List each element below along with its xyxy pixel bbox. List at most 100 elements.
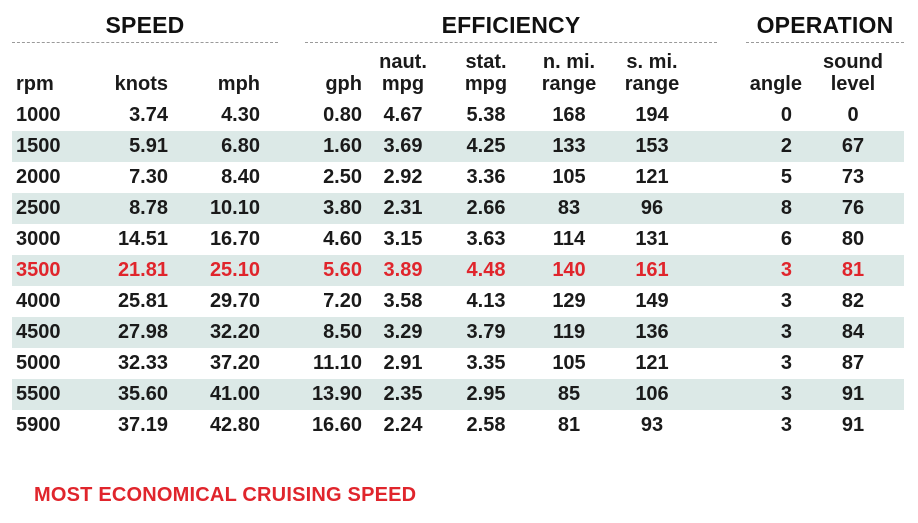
header-knots: knots	[114, 73, 168, 95]
cell-rpm: 3000	[16, 228, 61, 250]
cell-sound-level: 80	[841, 228, 865, 250]
cell-nmi-range: 105	[552, 352, 586, 374]
header-rpm: rpm	[16, 73, 54, 95]
cell-sound-level: 67	[802, 131, 904, 162]
cell-naut-mpg: 2.35	[362, 379, 444, 410]
cell-knots: 3.74	[129, 104, 168, 126]
cell-sound-level: 87	[841, 352, 865, 374]
cell-sound-level: 81	[802, 255, 904, 286]
cell-rpm: 5900	[16, 414, 61, 436]
cell-gph: 1.60	[260, 131, 362, 162]
cell-mph: 4.30	[221, 104, 260, 126]
group-rule-operation	[746, 42, 904, 43]
table-row: 1000 3.74 4.30 0.80 4.67 5.38 168 194 0 0	[12, 100, 904, 131]
cell-gph: 11.10	[313, 352, 362, 374]
cell-naut-mpg: 3.69	[362, 131, 444, 162]
cell-angle: 3	[780, 352, 792, 374]
cell-rpm: 4500	[12, 317, 80, 348]
table-row: 1500 5.91 6.80 1.60 3.69 4.25 133 153 2 67	[12, 131, 904, 162]
header-smi-range: s. mi. range	[624, 51, 680, 95]
cell-rpm: 3500	[12, 255, 80, 286]
group-rule-efficiency	[305, 42, 717, 43]
performance-table: rpm knots mph gph naut. mpg stat. mpg n. m…	[12, 48, 904, 441]
cell-rpm: 1500	[12, 131, 80, 162]
cell-knots: 21.81	[80, 255, 168, 286]
cell-stat-mpg: 2.66	[444, 193, 528, 224]
footnote-most-economical: MOST ECONOMICAL CRUISING SPEED	[34, 484, 417, 506]
cell-angle: 2	[694, 131, 802, 162]
cell-nmi-range: 129	[552, 290, 586, 312]
cell-smi-range: 121	[635, 352, 669, 374]
cell-rpm: 5000	[16, 352, 61, 374]
cell-sound-level: 91	[841, 414, 865, 436]
table-row: 5000 32.33 37.20 11.10 2.91 3.35 105 121 3 87	[12, 348, 904, 379]
cell-stat-mpg: 2.58	[466, 414, 506, 436]
table-body: 1000 3.74 4.30 0.80 4.67 5.38 168 194 0 0 1500 5.91…	[12, 100, 904, 441]
cell-smi-range: 136	[610, 317, 694, 348]
cell-mph: 6.80	[168, 131, 260, 162]
cell-sound-level: 76	[802, 193, 904, 224]
cell-stat-mpg: 5.38	[466, 104, 506, 126]
header-gph: gph	[325, 73, 362, 95]
cell-nmi-range: 133	[528, 131, 610, 162]
cell-stat-mpg: 4.13	[466, 290, 506, 312]
cell-mph: 29.70	[209, 290, 260, 312]
cell-rpm: 2500	[12, 193, 80, 224]
table-row: 5900 37.19 42.80 16.60 2.24 2.58 81 93 3 91	[12, 410, 904, 441]
cell-sound-level: 82	[841, 290, 865, 312]
cell-smi-range: 131	[635, 228, 669, 250]
cell-angle: 6	[780, 228, 792, 250]
cell-rpm: 2000	[16, 166, 61, 188]
cell-mph: 37.20	[209, 352, 260, 374]
cell-rpm: 1000	[16, 104, 61, 126]
cell-nmi-range: 83	[528, 193, 610, 224]
table-row: 2500 8.78 10.10 3.80 2.31 2.66 83 96 8 76	[12, 193, 904, 224]
cell-nmi-range: 114	[552, 228, 586, 250]
cell-nmi-range: 81	[557, 414, 581, 436]
cell-angle: 5	[780, 166, 792, 188]
cell-stat-mpg: 4.48	[444, 255, 528, 286]
cell-naut-mpg: 3.58	[383, 290, 423, 312]
cell-sound-level: 84	[802, 317, 904, 348]
cell-stat-mpg: 4.25	[444, 131, 528, 162]
cell-nmi-range: 85	[528, 379, 610, 410]
cell-angle: 0	[780, 104, 792, 126]
cell-gph: 13.90	[260, 379, 362, 410]
group-title-efficiency: EFFICIENCY	[441, 12, 581, 38]
table-row: 4500 27.98 32.20 8.50 3.29 3.79 119 136 3 84	[12, 317, 904, 348]
cell-nmi-range: 168	[552, 104, 586, 126]
cell-nmi-range: 119	[528, 317, 610, 348]
table-row: 3500 21.81 25.10 5.60 3.89 4.48 140 161 3 81	[12, 255, 904, 286]
cell-nmi-range: 140	[528, 255, 610, 286]
cell-smi-range: 121	[635, 166, 669, 188]
table-row: 2000 7.30 8.40 2.50 2.92 3.36 105 121 5 73	[12, 162, 904, 193]
cell-naut-mpg: 2.31	[362, 193, 444, 224]
cell-knots: 37.19	[117, 414, 168, 436]
cell-naut-mpg: 2.24	[383, 414, 423, 436]
cell-gph: 4.60	[323, 228, 362, 250]
cell-naut-mpg: 3.29	[362, 317, 444, 348]
table-row: 4000 25.81 29.70 7.20 3.58 4.13 129 149 3 82	[12, 286, 904, 317]
cell-sound-level: 91	[802, 379, 904, 410]
cell-smi-range: 153	[610, 131, 694, 162]
cell-rpm: 5500	[12, 379, 80, 410]
cell-mph: 32.20	[168, 317, 260, 348]
cell-mph: 16.70	[209, 228, 260, 250]
cell-gph: 16.60	[311, 414, 362, 436]
header-naut-mpg: naut. mpg	[379, 51, 427, 95]
cell-stat-mpg: 3.63	[466, 228, 506, 250]
cell-naut-mpg: 2.91	[383, 352, 423, 374]
cell-rpm: 4000	[16, 290, 61, 312]
cell-sound-level: 0	[847, 104, 859, 126]
cell-knots: 35.60	[80, 379, 168, 410]
cell-mph: 41.00	[168, 379, 260, 410]
header-mph: mph	[217, 73, 260, 95]
cell-mph: 42.80	[209, 414, 260, 436]
table-row: 5500 35.60 41.00 13.90 2.35 2.95 85 106 3 91	[12, 379, 904, 410]
cell-sound-level: 73	[841, 166, 865, 188]
cell-knots: 7.30	[129, 166, 168, 188]
cell-naut-mpg: 4.67	[383, 104, 423, 126]
cell-knots: 32.33	[117, 352, 168, 374]
cell-angle: 3	[780, 414, 792, 436]
cell-angle: 3	[694, 317, 802, 348]
